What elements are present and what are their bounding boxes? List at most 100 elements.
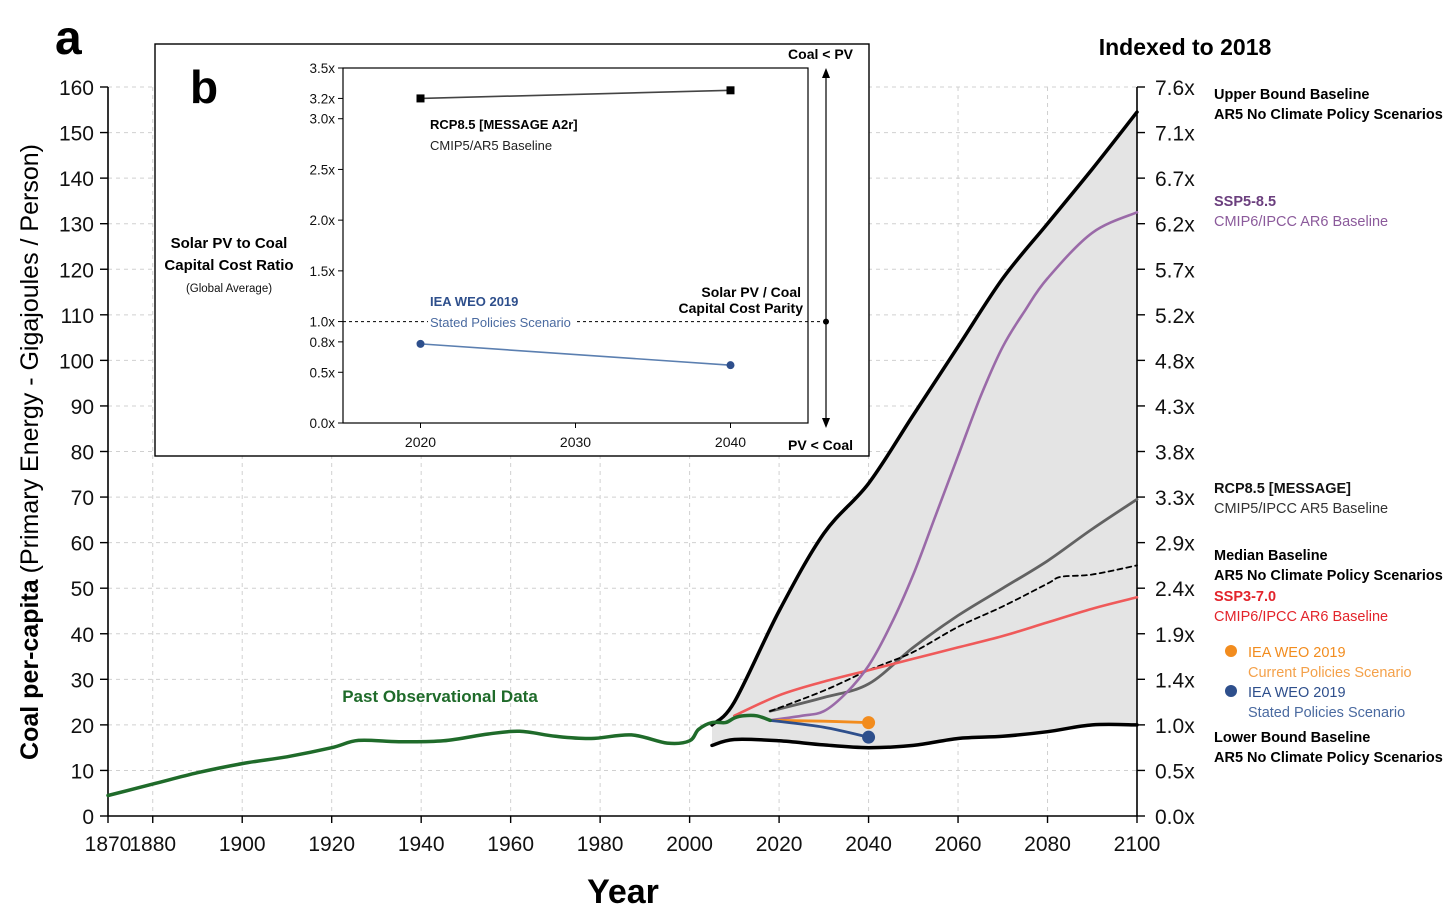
x-tick-label: 2080	[1024, 833, 1071, 856]
inset-square-marker	[726, 86, 735, 95]
right-tick-label: 4.8x	[1155, 350, 1195, 373]
legend-title: SSP5-8.5	[1214, 194, 1276, 210]
inset-y-tick-label: 3.2x	[309, 91, 335, 106]
inset-square-marker	[416, 94, 425, 103]
inset-x-tick-label: 2030	[560, 434, 591, 450]
x-tick-label: 1980	[577, 833, 624, 856]
baseline-range-band	[712, 112, 1137, 748]
inset-circle-marker	[416, 339, 425, 348]
x-tick-label: 2020	[756, 833, 803, 856]
x-tick-label: 1900	[219, 833, 266, 856]
parity-label-1: Solar PV / Coal	[701, 284, 801, 300]
y-tick-label: 60	[71, 533, 94, 556]
inset-circle-marker	[726, 361, 735, 370]
inset-iea-label: IEA WEO 2019	[430, 294, 518, 309]
legend-subtitle: Current Policies Scenario	[1248, 665, 1412, 681]
y-tick-label: 140	[59, 168, 94, 191]
y-tick-label: 150	[59, 123, 94, 146]
y-tick-label: 0	[82, 806, 94, 829]
legend-subtitle: Stated Policies Scenario	[1248, 705, 1405, 721]
inset-y-tick-label: 1.5x	[309, 264, 335, 279]
right-tick-label: 1.9x	[1155, 624, 1195, 647]
right-tick-label: 4.3x	[1155, 396, 1195, 419]
right-tick-label: 2.9x	[1155, 533, 1195, 556]
panel-b-label: b	[190, 61, 218, 113]
inset-x-tick-label: 2020	[405, 434, 436, 450]
inset-y-tick-label: 0.8x	[309, 335, 335, 350]
right-tick-label: 0.5x	[1155, 760, 1195, 783]
series-line-median	[769, 564, 1138, 713]
right-tick-label: 1.4x	[1155, 669, 1195, 692]
legend-title: IEA WEO 2019	[1248, 685, 1346, 701]
y-axis-title: Coal per-capita (Primary Energy - Gigajou…	[16, 144, 44, 760]
parity-label-2: Capital Cost Parity	[679, 300, 804, 316]
y-tick-label: 20	[71, 715, 94, 738]
right-tick-label: 1.0x	[1155, 715, 1195, 738]
legend-title: Lower Bound Baseline	[1214, 730, 1370, 746]
parity-dot	[823, 318, 829, 325]
inset-rcp-label: RCP8.5 [MESSAGE A2r]	[430, 117, 578, 132]
legend-title: RCP8.5 [MESSAGE]	[1214, 481, 1351, 497]
y-tick-label: 160	[59, 77, 94, 100]
series-line-ssp370	[733, 596, 1139, 718]
x-tick-label: 1870	[85, 833, 132, 856]
y-axis-title-bold: Coal per-capita	[16, 578, 44, 760]
inset-series-line	[420, 89, 731, 100]
y-tick-label: 100	[59, 350, 94, 373]
inset-rcp-sublabel: CMIP5/AR5 Baseline	[430, 138, 552, 153]
y-tick-label: 110	[61, 305, 94, 328]
inset-y-tick-label: 2.5x	[309, 162, 335, 177]
inset-y-tick-label: 0.5x	[309, 365, 335, 380]
inset-frame	[154, 43, 870, 457]
x-tick-label: 2040	[845, 833, 892, 856]
inset-title-2: Capital Cost Ratio	[164, 257, 293, 274]
x-tick-label: 1920	[308, 833, 355, 856]
arrow-head-down	[822, 418, 830, 428]
right-tick-label: 7.1x	[1155, 123, 1195, 146]
right-tick-label: 5.2x	[1155, 305, 1195, 328]
x-tick-label: 1940	[398, 833, 445, 856]
right-tick-label: 3.3x	[1155, 487, 1195, 510]
right-tick-label: 0.0x	[1155, 806, 1195, 829]
x-tick-label: 1880	[129, 833, 176, 856]
x-tick-label: 2000	[666, 833, 713, 856]
inset-x-tick-label: 2040	[715, 434, 746, 450]
right-tick-label: 5.7x	[1155, 259, 1195, 282]
inset-iea-sublabel: Stated Policies Scenario	[430, 315, 571, 330]
inset-y-tick-label: 2.0x	[309, 213, 335, 228]
y-tick-label: 90	[71, 396, 94, 419]
inset-y-tick-label: 3.5x	[309, 61, 335, 76]
legend-subtitle: CMIP5/IPCC AR5 Baseline	[1214, 501, 1388, 517]
legend-subtitle: AR5 No Climate Policy Scenarios	[1214, 107, 1443, 123]
y-tick-label: 80	[71, 442, 94, 465]
inset-y-tick-label: 0.0x	[309, 416, 335, 431]
right-tick-label: 2.4x	[1155, 578, 1195, 601]
legend-title: Median Baseline	[1214, 548, 1328, 564]
x-tick-label: 1960	[487, 833, 534, 856]
legend-dot	[1225, 645, 1237, 657]
y-tick-label: 130	[59, 214, 94, 237]
panel-b: 0.0x 0.5x 0.8x 1.0x 1.5x 2.0x 2.5x 3.0x 3.2x 3.5x…	[154, 43, 870, 457]
right-tick-label: 6.7x	[1155, 168, 1195, 191]
inset-series-line	[420, 343, 731, 366]
series-line-ssp585	[768, 211, 1139, 722]
y-tick-label: 120	[59, 259, 94, 282]
inset-subtitle: (Global Average)	[186, 283, 272, 295]
iea-2040-marker	[862, 730, 876, 744]
y-axis-title-units: (Primary Energy - Gigajoules / Person)	[16, 144, 44, 573]
right-tick-label: 7.6x	[1155, 77, 1195, 100]
x-tick-label: 2100	[1114, 833, 1161, 856]
series-line-observed	[106, 713, 772, 798]
y-tick-label: 10	[71, 760, 94, 783]
legend-subtitle: CMIP6/IPCC AR6 Baseline	[1214, 214, 1388, 230]
series-line-lower	[710, 722, 1139, 750]
legend-title: IEA WEO 2019	[1248, 645, 1346, 661]
legend-subtitle: AR5 No Climate Policy Scenarios	[1214, 750, 1443, 766]
series-line-iea_stated	[768, 718, 870, 739]
inset-y-tick-label: 3.0x	[309, 112, 335, 127]
arrow-top-label: Coal < PV	[788, 46, 854, 62]
right-tick-label: 6.2x	[1155, 214, 1195, 237]
inset-iea-label-bg	[428, 313, 576, 330]
